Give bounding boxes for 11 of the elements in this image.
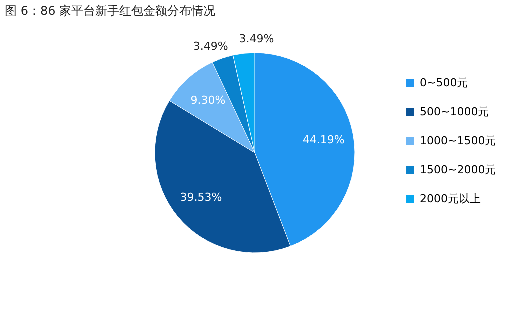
data-label: 39.53% (180, 190, 222, 204)
data-label: 3.49% (193, 40, 228, 54)
legend-label: 500~1000元 (420, 106, 490, 118)
data-label: 44.19% (302, 133, 345, 146)
legend-label: 2000元以上 (420, 192, 481, 206)
legend-label: 1000~1500元 (420, 134, 496, 148)
data-label: 3.49% (239, 32, 274, 46)
legend-label: 1500~2000元 (420, 164, 496, 176)
data-label: 9.30% (190, 94, 226, 107)
chart-title: 图 6：86 家平台新手红包金额分布情况 (5, 4, 216, 18)
legend-label: 0~500元 (420, 76, 468, 90)
